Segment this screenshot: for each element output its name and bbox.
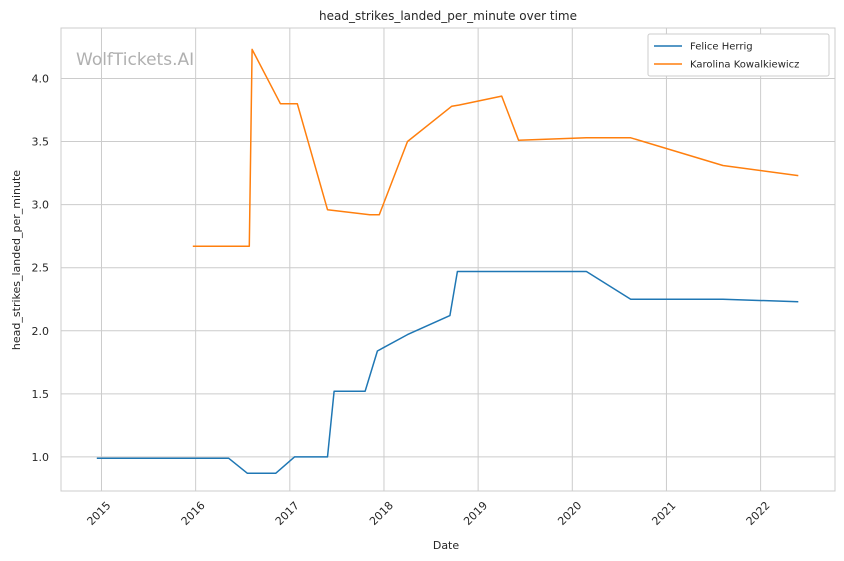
- x-tick-label: 2022: [744, 499, 773, 528]
- y-tick-label: 1.0: [32, 451, 50, 464]
- y-tick-label: 2.5: [32, 262, 50, 275]
- y-tick-label: 4.0: [32, 72, 50, 85]
- x-tick-label: 2018: [367, 499, 396, 528]
- x-tick-label: 2021: [649, 499, 678, 528]
- grid: [61, 28, 835, 491]
- series-lines: [96, 48, 799, 475]
- x-axis-ticks: 2015 2016 2017 2018 2019 2020 2021 2022: [85, 499, 773, 528]
- x-axis-label: Date: [433, 539, 460, 552]
- y-tick-label: 2.0: [32, 325, 50, 338]
- y-tick-label: 3.0: [32, 199, 50, 212]
- chart-title: head_strikes_landed_per_minute over time: [319, 9, 577, 23]
- x-tick-label: 2019: [461, 499, 490, 528]
- x-tick-label: 2020: [555, 499, 584, 528]
- x-tick-label: 2017: [273, 499, 302, 528]
- legend-label-karolina-kowalkiewicz: Karolina Kowalkiewicz: [690, 60, 799, 71]
- legend: Felice Herrig Karolina Kowalkiewicz: [647, 33, 830, 77]
- y-tick-label: 3.5: [32, 136, 50, 149]
- legend-label-felice-herrig: Felice Herrig: [690, 42, 753, 53]
- y-axis-label: head_strikes_landed_per_minute: [10, 170, 23, 350]
- watermark: WolfTickets.AI: [76, 50, 194, 70]
- plot-area: [60, 27, 836, 492]
- series-line-0: [96, 270, 799, 475]
- x-tick-label: 2015: [85, 499, 114, 528]
- y-tick-label: 1.5: [32, 388, 50, 401]
- y-axis-ticks: 1.0 1.5 2.0 2.5 3.0 3.5 4.0: [32, 72, 50, 463]
- legend-box: [647, 33, 830, 77]
- x-tick-label: 2016: [179, 499, 208, 528]
- series-line-1: [192, 48, 799, 248]
